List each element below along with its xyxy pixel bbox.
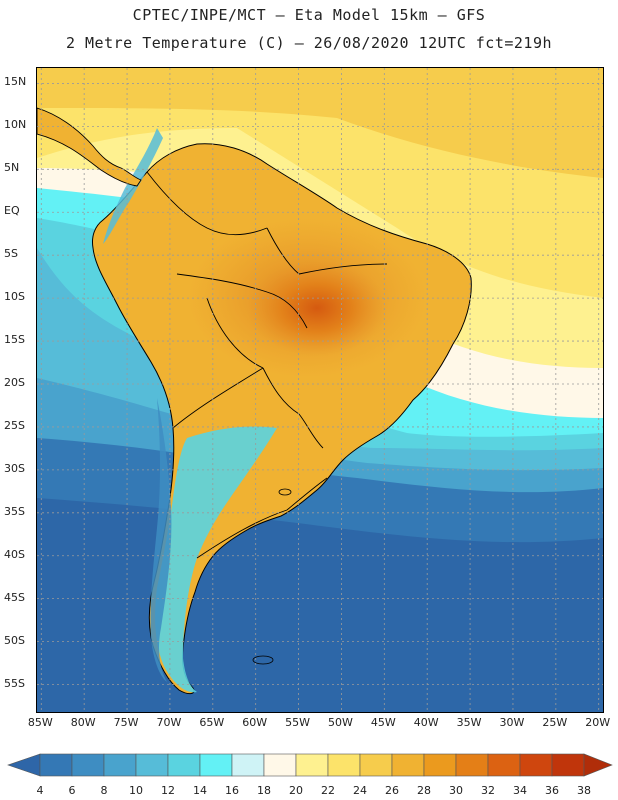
chart-title-line-1: CPTEC/INPE/MCT – Eta Model 15km – GFS <box>132 6 486 24</box>
longitude-tick-label: 85W <box>27 716 53 729</box>
central-america-land <box>37 107 142 187</box>
colorbar-level-label: 10 <box>129 784 143 797</box>
latitude-tick-label: 30S <box>4 461 25 475</box>
colorbar-cell <box>199 753 233 777</box>
colorbar-level-label: 8 <box>100 784 108 797</box>
colorbar-level-label: 34 <box>513 784 527 797</box>
longitude-tick-label: 35W <box>456 716 482 729</box>
colorbar <box>7 753 613 777</box>
southern-cone-cold-area <box>155 426 277 693</box>
latitude-tick-label: 15N <box>4 75 27 89</box>
colorbar-level-label: 14 <box>193 784 207 797</box>
longitude-tick-label: 45W <box>370 716 396 729</box>
colorbar-cell <box>359 753 393 777</box>
country-borders <box>146 171 388 559</box>
colorbar-cell <box>231 753 265 777</box>
longitude-tick-label: 20W <box>585 716 611 729</box>
hottest-area <box>247 260 387 356</box>
chart-title-line-2: 2 Metre Temperature (C) – 26/08/2020 12U… <box>65 34 553 52</box>
colorbar-cell <box>455 753 489 777</box>
longitude-tick-label: 70W <box>156 716 182 729</box>
colorbar-cell <box>519 753 553 777</box>
colorbar-cell <box>551 753 585 777</box>
colorbar-right-arrow <box>583 753 613 777</box>
colorbar-cell <box>135 753 169 777</box>
colorbar-level-label: 24 <box>353 784 367 797</box>
latitude-tick-label: 5S <box>4 247 18 261</box>
colorbar-level-label: 36 <box>545 784 559 797</box>
colorbar-cell <box>167 753 201 777</box>
colorbar-level-label: 22 <box>321 784 335 797</box>
colorbar-cell <box>327 753 361 777</box>
latitude-tick-label: 55S <box>4 676 25 690</box>
colorbar-cell <box>263 753 297 777</box>
map-panel[interactable] <box>36 67 604 713</box>
colorbar-level-label: 28 <box>417 784 431 797</box>
latitude-tick-label: 10N <box>4 118 27 132</box>
falkland-islands <box>252 655 274 665</box>
colorbar-cell <box>295 753 329 777</box>
colorbar-left-arrow <box>7 753 41 777</box>
latitude-tick-label: 35S <box>4 504 25 518</box>
temperature-map <box>37 68 603 712</box>
ocean-band-28 <box>37 68 603 178</box>
latitude-tick-label: 40S <box>4 547 25 561</box>
latitude-tick-label: 25S <box>4 418 25 432</box>
colorbar-level-label: 4 <box>36 784 44 797</box>
colorbar-level-label: 26 <box>385 784 399 797</box>
andes-north-cold-strip <box>103 128 163 244</box>
graticule <box>37 68 603 712</box>
colorbar-level-label: 16 <box>225 784 239 797</box>
longitude-tick-label: 55W <box>285 716 310 729</box>
colorbar-level-label: 20 <box>289 784 303 797</box>
colorbar-cell <box>71 753 105 777</box>
lagoon-outline <box>278 488 292 496</box>
latitude-tick-label: 50S <box>4 633 25 647</box>
colorbar-level-label: 30 <box>449 784 463 797</box>
colorbar-level-label: 18 <box>257 784 271 797</box>
colorbar-level-label: 12 <box>161 784 175 797</box>
latitude-tick-label: 10S <box>4 290 25 304</box>
latitude-tick-label: 45S <box>4 590 25 604</box>
colorbar-cell <box>423 753 457 777</box>
colorbar-level-label: 6 <box>68 784 76 797</box>
andes-cold-strip <box>150 398 172 682</box>
colorbar-cell <box>103 753 137 777</box>
longitude-tick-label: 30W <box>499 716 525 729</box>
longitude-tick-label: 60W <box>242 716 268 729</box>
colorbar-cell <box>487 753 521 777</box>
colorbar-cell <box>39 753 73 777</box>
latitude-tick-label: EQ <box>4 204 20 218</box>
latitude-tick-label: 20S <box>4 375 25 389</box>
colorbar-cell <box>391 753 425 777</box>
longitude-tick-label: 75W <box>113 716 139 729</box>
longitude-tick-label: 40W <box>413 716 439 729</box>
longitude-tick-label: 25W <box>542 716 568 729</box>
latitude-tick-label: 15S <box>4 333 25 347</box>
colorbar-level-label: 32 <box>481 784 495 797</box>
longitude-tick-label: 80W <box>70 716 96 729</box>
longitude-tick-label: 50W <box>328 716 353 729</box>
colorbar-level-label: 38 <box>577 784 591 797</box>
longitude-tick-label: 65W <box>199 716 225 729</box>
latitude-tick-label: 5N <box>4 161 20 175</box>
